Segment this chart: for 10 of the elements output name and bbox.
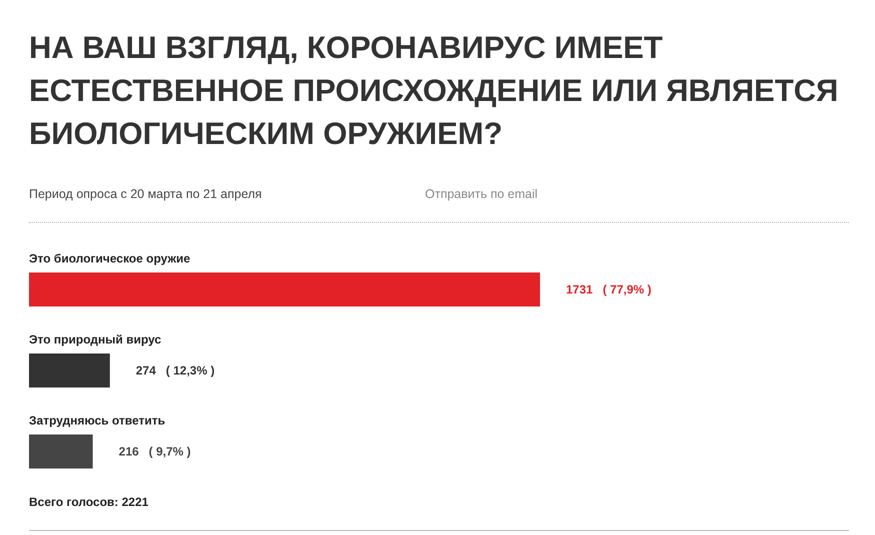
y-tick-label: Это природный вирус <box>29 332 162 346</box>
y-tick-label: Затрудняюсь ответить <box>29 414 166 428</box>
chart-title: НА ВАШ ВЗГЛЯД, КОРОНАВИРУС ИМЕЕТ ЕСТЕСТВЕННОЕ ПРОИСХОЖДЕНИЕ ИЛИ ЯВЛЯЕТСЯ БИОЛОГИЧЕСКИМ ОРУЖИЕМ? <box>29 29 840 153</box>
data-label: 1731 ( 77,9% ) <box>566 282 652 296</box>
annotation: Всего голосов: 2221 <box>29 495 148 509</box>
text: Отправить по email <box>425 187 538 201</box>
y-tick-label: Это биологическое оружие <box>29 252 190 266</box>
data-label: 274 ( 12,3% ) <box>136 364 215 378</box>
chart-subtitle: Период опроса с 20 марта по 21 апреля <box>29 187 262 201</box>
data-label: 216 ( 9,7% ) <box>118 444 191 458</box>
